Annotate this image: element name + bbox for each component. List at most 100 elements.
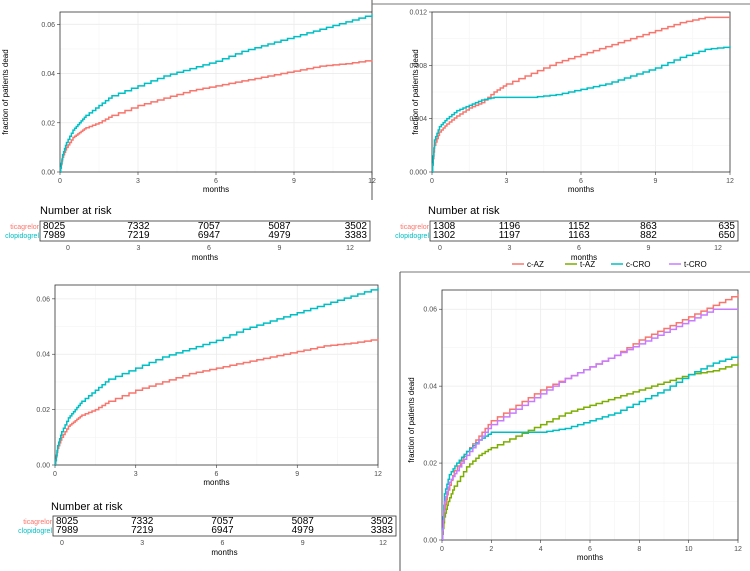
x-axis-label: months [203, 478, 229, 487]
x-tick-label: 3 [505, 178, 509, 185]
risk-row-label-ticagrelor: ticagrelor [23, 519, 52, 526]
x-tick-label: 0 [53, 471, 57, 478]
x-tick-label: 6 [215, 471, 219, 478]
x-tick-label: 9 [654, 178, 658, 185]
risk-table-risk_cro_top: Number at risk ticagrelor 1308 1196 1152 863 6… [395, 205, 739, 262]
risk-x-axis-label: months [192, 253, 218, 262]
risk-cell: 7057 [211, 516, 234, 527]
series-line-c-CRO [441, 355, 739, 541]
y-tick-label: 0.012 [409, 10, 427, 17]
x-tick-label: 0 [430, 178, 434, 185]
x-tick-label: 8 [637, 546, 641, 553]
risk-cell: 7219 [127, 230, 150, 241]
x-tick-label: 12 [374, 471, 382, 478]
legend: c-AZ t-AZ c-CRO t-CRO [512, 260, 707, 269]
risk-cell: 7332 [127, 221, 150, 232]
risk-x-tick-label: 3 [508, 245, 512, 252]
risk-x-tick-label: 3 [137, 245, 141, 252]
x-tick-label: 6 [588, 546, 592, 553]
risk-x-tick-label: 12 [346, 245, 354, 252]
risk-row-label-clopidogrel: clopidogrel [18, 528, 52, 535]
risk-cell: 7989 [43, 230, 66, 241]
x-tick-label: 3 [134, 471, 138, 478]
risk-x-tick-label: 0 [60, 540, 64, 547]
risk-cell: 7057 [198, 221, 221, 232]
legend-label-t-CRO: t-CRO [684, 260, 707, 269]
series-line-ticagrelor [59, 60, 373, 173]
risk-table-title: Number at risk [40, 205, 112, 217]
series-line-ticagrelor [54, 339, 379, 466]
risk-cell: 1196 [499, 221, 521, 232]
risk-x-tick-label: 6 [577, 245, 581, 252]
x-tick-label: 6 [579, 178, 583, 185]
series-line-t-CRO [441, 308, 738, 541]
legend-label-c-CRO: c-CRO [626, 260, 650, 269]
risk-cell: 5087 [292, 516, 315, 527]
y-tick-label: 0.06 [36, 296, 50, 303]
risk-table-title: Number at risk [51, 501, 123, 513]
risk-table-title: Number at risk [428, 205, 500, 217]
y-tick-label: 0.008 [409, 63, 427, 70]
risk-cell: 8025 [43, 221, 66, 232]
risk-cell: 1302 [433, 230, 456, 241]
risk-cell: 4979 [268, 230, 291, 241]
y-axis-label: fraction of patients dead [1, 49, 10, 134]
risk-cell: 7989 [56, 525, 79, 536]
chart-km_all_top: 0 3 6 9 12 0.00 0.02 0.04 0.06 months fraction of … [1, 11, 376, 194]
x-axis-label: months [577, 553, 603, 562]
x-tick-label: 0 [440, 546, 444, 553]
x-tick-label: 12 [726, 178, 734, 185]
risk-cell: 3502 [345, 221, 368, 232]
risk-cell: 1152 [568, 221, 590, 232]
risk-row-label-clopidogrel: clopidogrel [5, 233, 39, 240]
x-tick-label: 2 [489, 546, 493, 553]
x-tick-label: 9 [292, 178, 296, 185]
x-tick-label: 0 [58, 178, 62, 185]
risk-x-tick-label: 3 [140, 540, 144, 547]
x-tick-label: 3 [136, 178, 140, 185]
risk-cell: 7219 [131, 525, 154, 536]
risk-cell: 3502 [371, 516, 394, 527]
y-tick-label: 0.00 [41, 170, 55, 177]
risk-cell: 4979 [292, 525, 315, 536]
risk-cell: 7332 [131, 516, 154, 527]
y-axis-label: fraction of patients dead [411, 49, 420, 134]
legend-label-t-AZ: t-AZ [580, 260, 595, 269]
risk-row-label-clopidogrel: clopidogrel [395, 233, 429, 240]
risk-x-tick-label: 0 [438, 245, 442, 252]
legend-label-c-AZ: c-AZ [527, 260, 544, 269]
risk-cell: 5087 [268, 221, 291, 232]
y-tick-label: 0.00 [423, 538, 437, 545]
y-tick-label: 0.000 [409, 170, 427, 177]
risk-row-label-ticagrelor: ticagrelor [10, 224, 39, 231]
risk-x-tick-label: 12 [714, 245, 722, 252]
risk-cell: 635 [718, 221, 735, 232]
risk-cell: 1163 [568, 230, 590, 241]
y-axis-label: fraction of patients dead [407, 377, 416, 462]
series-line-clopidogrel [54, 287, 379, 466]
series-line-ticagrelor [431, 16, 730, 173]
risk-cell: 882 [640, 230, 657, 241]
y-tick-label: 0.04 [36, 352, 50, 359]
x-tick-label: 12 [734, 546, 742, 553]
y-tick-label: 0.02 [423, 461, 437, 468]
y-tick-label: 0.04 [423, 384, 437, 391]
risk-cell: 3383 [371, 525, 394, 536]
risk-cell: 3383 [345, 230, 368, 241]
risk-x-axis-label: months [571, 253, 597, 262]
series-line-clopidogrel [59, 14, 373, 173]
risk-row-label-ticagrelor: ticagrelor [400, 224, 429, 231]
y-tick-label: 0.004 [409, 116, 427, 123]
risk-table-risk_all_bottom: Number at risk ticagrelor 8025 7332 7057 5087… [18, 501, 397, 557]
series-line-clopidogrel [431, 46, 731, 173]
x-axis-label: months [568, 185, 594, 194]
risk-cell: 8025 [56, 516, 79, 527]
risk-cell: 6947 [198, 230, 221, 241]
series-line-t-AZ [441, 363, 739, 541]
risk-cell: 1197 [499, 230, 521, 241]
risk-x-tick-label: 6 [207, 245, 211, 252]
y-tick-label: 0.06 [41, 22, 55, 29]
